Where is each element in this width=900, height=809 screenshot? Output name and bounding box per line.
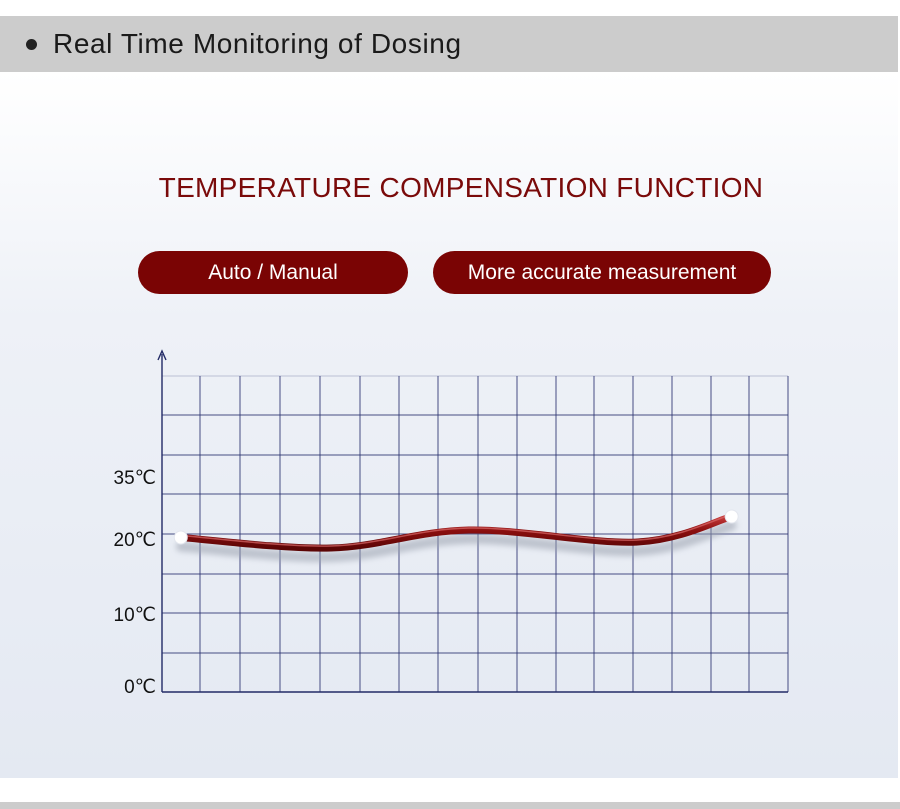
chart-grid: [162, 375, 789, 692]
feature-panel: TEMPERATURE COMPENSATION FUNCTION Auto /…: [0, 72, 898, 778]
curve-start-point: [173, 530, 188, 545]
bullet-icon: [26, 38, 37, 50]
y-tick-label: 35℃: [114, 468, 156, 489]
feature-title: TEMPERATURE COMPENSATION FUNCTION: [158, 172, 764, 203]
accurate-measurement-pill: More accurate measurement: [433, 251, 771, 294]
section-header: Real Time Monitoring of Dosing: [0, 16, 898, 72]
curve-endpoints: [173, 509, 739, 545]
y-tick-label: 10℃: [114, 605, 156, 626]
section-title: Real Time Monitoring of Dosing: [53, 28, 462, 59]
footer-bar: [0, 802, 900, 809]
y-tick-label: 0℃: [124, 677, 156, 698]
temperature-chart: 35℃ 20℃ 10℃ 0℃: [114, 349, 789, 698]
auto-manual-pill: Auto / Manual: [138, 251, 408, 294]
y-tick-label: 20℃: [114, 530, 156, 551]
y-axis-arrow-icon: [157, 349, 167, 361]
temperature-curve-highlight: [180, 513, 733, 547]
temperature-curve: [177, 513, 736, 552]
temperature-curve-shadow: [175, 520, 737, 563]
curve-end-point: [724, 509, 739, 524]
